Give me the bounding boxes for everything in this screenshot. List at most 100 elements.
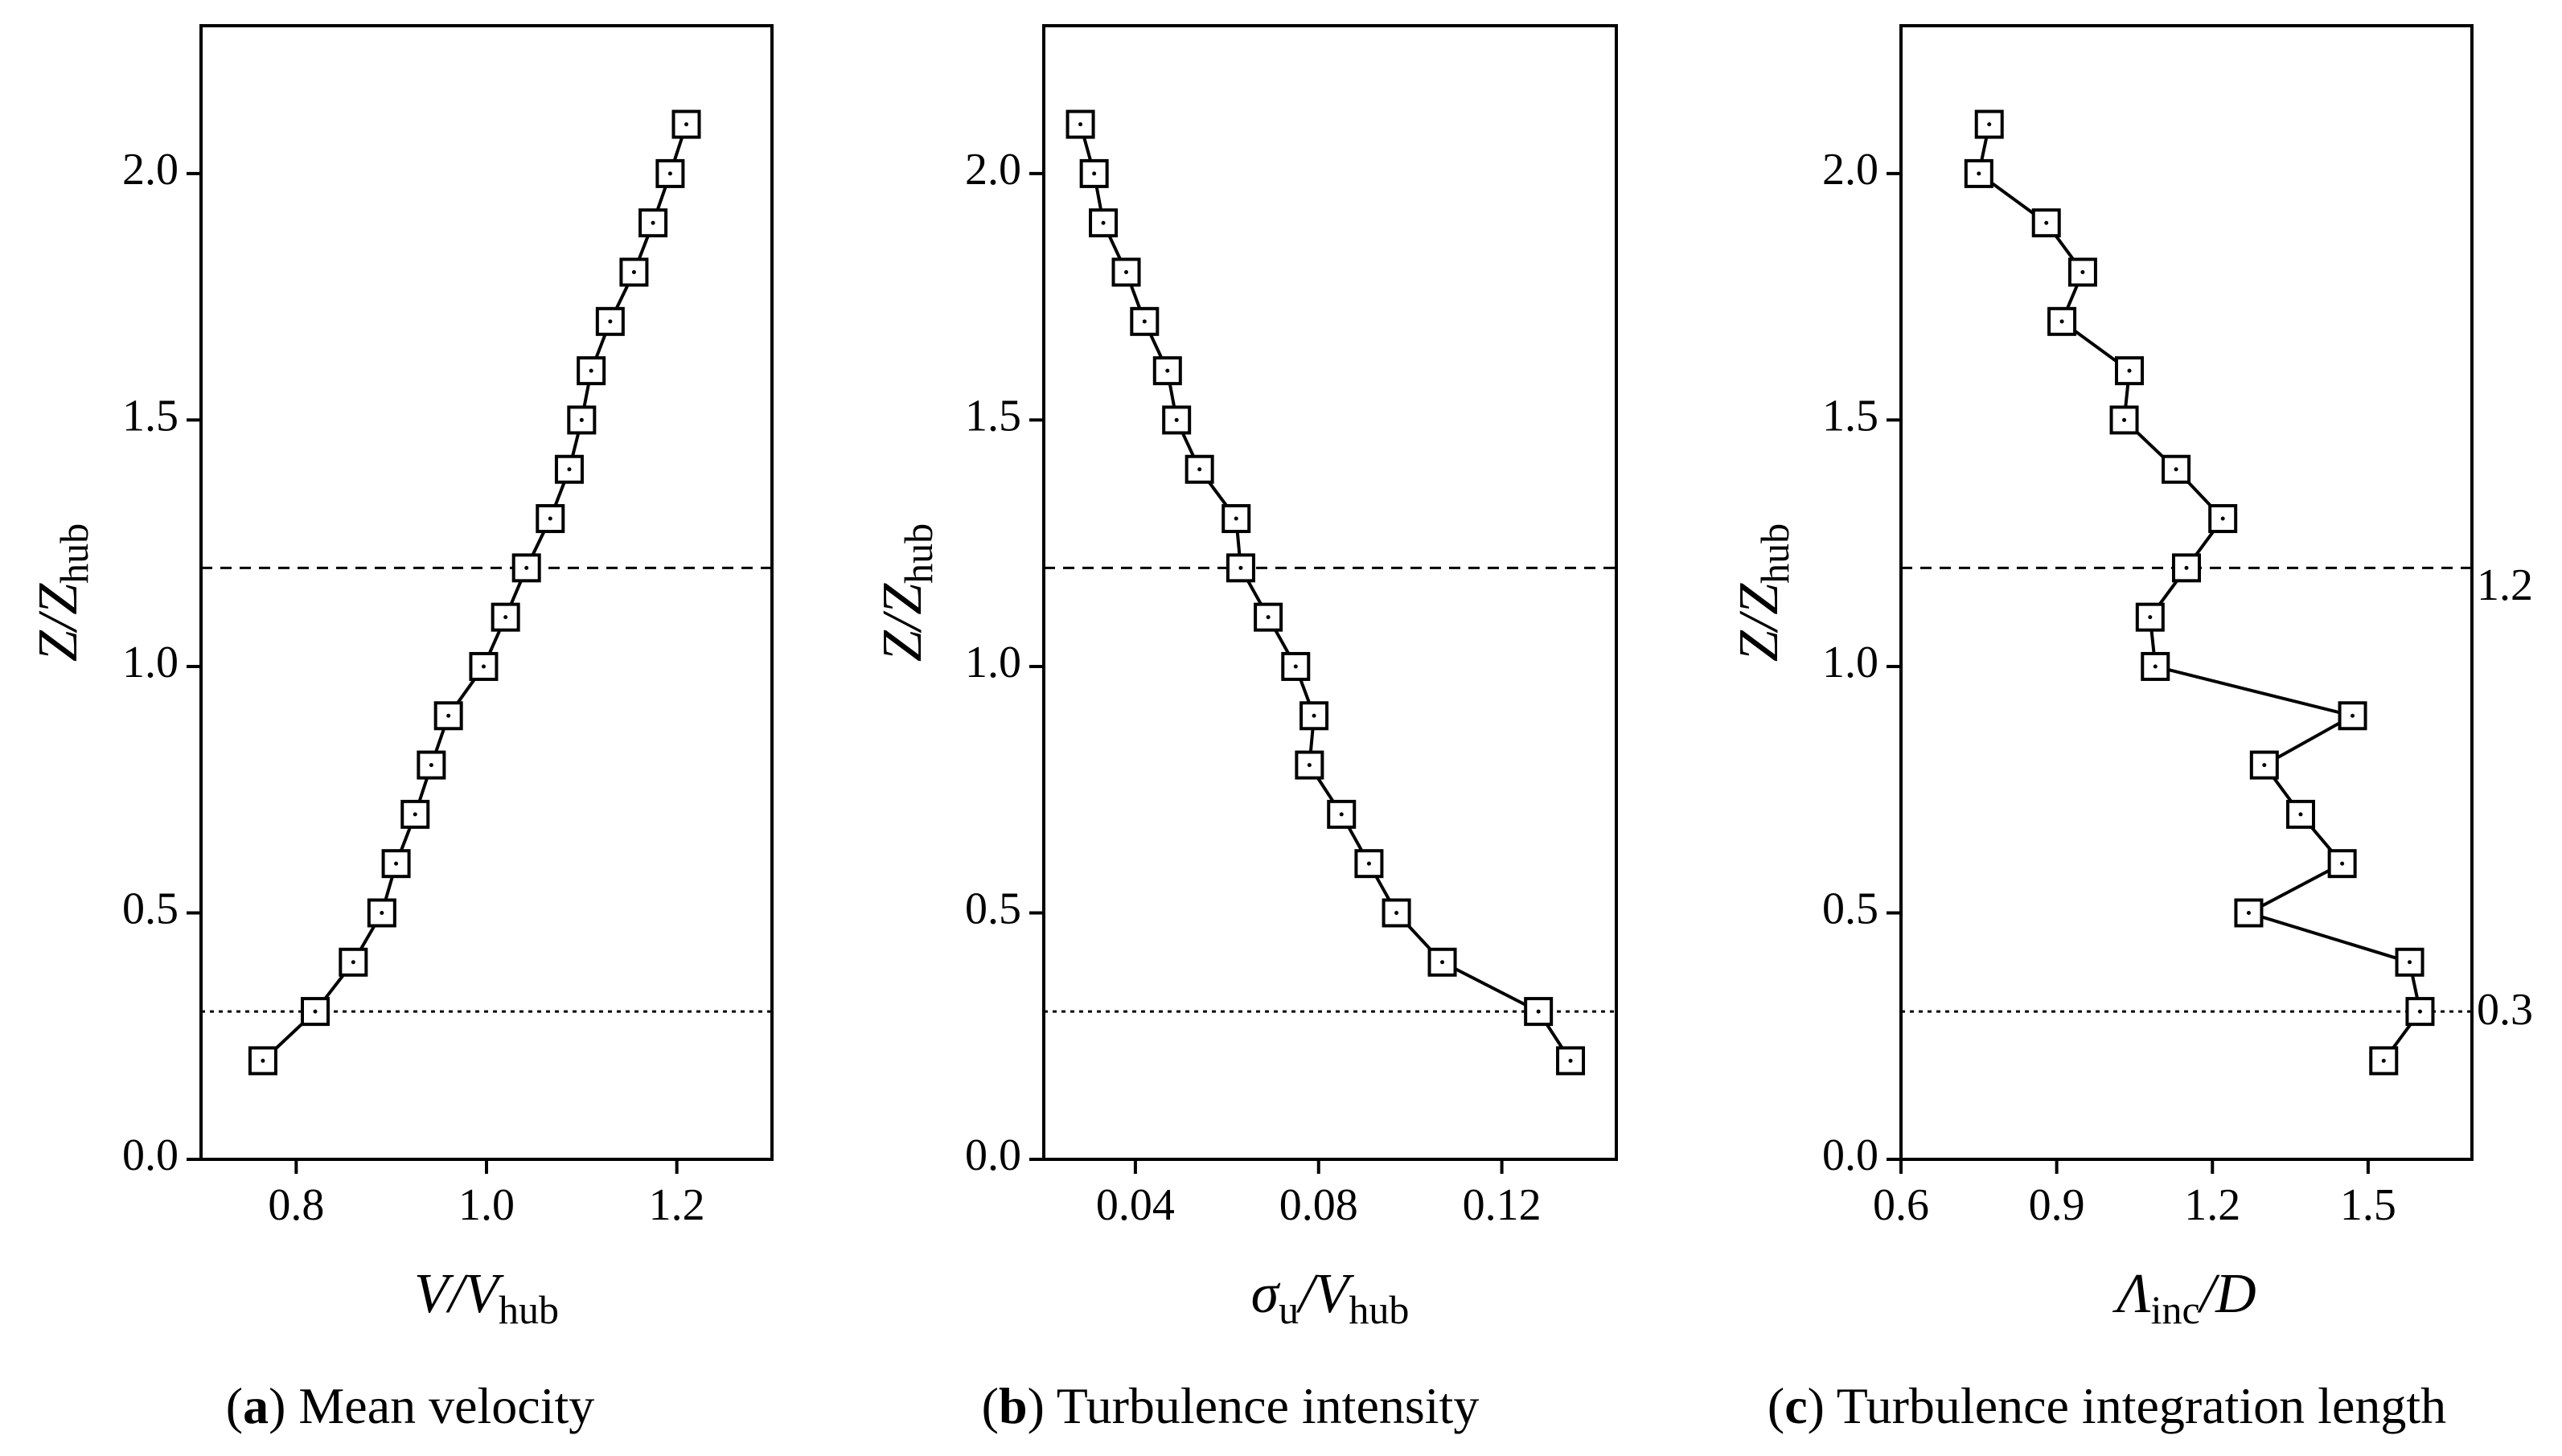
data-point-center	[651, 220, 655, 225]
y-tick-label: 1.0	[122, 638, 179, 687]
data-point-center	[2262, 763, 2267, 768]
data-point-center	[579, 417, 584, 422]
reference-label-0-3: 0.3	[2477, 985, 2533, 1035]
reference-lines	[201, 566, 772, 1013]
series-line	[1977, 124, 2422, 1062]
reference-lines	[1044, 566, 1616, 1013]
y-tick-label: 2.0	[122, 145, 179, 195]
data-point-center	[261, 1058, 265, 1063]
data-point-center	[589, 368, 593, 373]
y-tick-label: 0.0	[1822, 1130, 1878, 1180]
x-tick-label: 0.08	[1279, 1180, 1358, 1230]
data-point-center	[1977, 171, 1981, 176]
data-point-center	[1234, 516, 1238, 521]
y-tick-label: 2.0	[1822, 145, 1878, 195]
reference-label-1-2: 1.2	[2477, 560, 2533, 610]
data-point-center	[2417, 1009, 2422, 1014]
x-axis-label: Λinc/D	[2112, 1263, 2256, 1332]
data-point-center	[1092, 171, 1097, 176]
data-point-center	[1142, 319, 1147, 324]
data-point-center	[2153, 664, 2158, 669]
y-tick-label: 1.0	[965, 638, 1021, 687]
data-point-center	[2351, 713, 2355, 718]
data-point-center	[1266, 615, 1271, 620]
y-tick-label: 0.0	[122, 1130, 179, 1180]
data-point-center	[1238, 565, 1243, 570]
y-tick-label: 0.5	[1822, 884, 1878, 933]
plot-frame	[199, 24, 774, 1161]
data-point-center	[1293, 664, 1298, 669]
x-tick-label: 1.0	[458, 1180, 515, 1230]
data-point-marker	[2286, 799, 2315, 829]
data-point-marker	[595, 306, 625, 336]
tick-marks: 0.8 1.0 1.2 0.0 0.5 1.0 1.5 2.0	[122, 145, 705, 1230]
data-point-center	[481, 664, 486, 669]
data-point-center	[1312, 713, 1316, 718]
x-axis-label: σu/Vhub	[1251, 1263, 1410, 1332]
data-point-center	[1394, 910, 1399, 915]
data-point-center	[2184, 565, 2189, 570]
y-tick-label: 2.0	[965, 145, 1021, 195]
data-point-center	[631, 270, 636, 275]
reference-lines	[1901, 566, 2472, 1013]
data-series	[1964, 109, 2435, 1076]
y-tick-label: 1.5	[122, 391, 179, 441]
data-point-center	[351, 960, 355, 965]
data-point-center	[1165, 368, 1170, 373]
data-point-center	[1101, 220, 1106, 225]
data-series	[1065, 109, 1586, 1076]
tick-marks: 0.6 0.9 1.2 1.5 0.0 0.5 1.0 1.5 2.0	[1822, 145, 2396, 1230]
data-point-center	[2148, 615, 2153, 620]
data-series	[248, 109, 701, 1076]
y-tick-label: 1.0	[1822, 638, 1878, 687]
panel-mean-velocity: 0.8 1.0 1.2 0.0 0.5 1.0 1.5 2.0 Z/Zhub V/Vhub (…	[27, 24, 774, 1434]
data-point-center	[394, 861, 399, 866]
data-point-center	[446, 713, 451, 718]
data-point-center	[684, 122, 688, 127]
data-point-center	[1174, 417, 1179, 422]
x-tick-label: 0.9	[2029, 1180, 2085, 1230]
data-point-center	[413, 812, 417, 817]
data-point-center	[548, 516, 552, 521]
data-point-center	[1440, 960, 1445, 965]
plot-frame	[1899, 24, 2474, 1161]
y-tick-label: 0.5	[965, 884, 1021, 933]
y-tick-label: 0.5	[122, 884, 179, 933]
x-axis-label: V/Vhub	[414, 1263, 559, 1332]
y-tick-label: 0.0	[965, 1130, 1021, 1180]
panel-turbulence-intensity: 0.04 0.08 0.12 0.0 0.5 1.0 1.5 2.0 Z/Zhub σu/Vh…	[872, 24, 1618, 1434]
panel-caption: (a) Mean velocity	[226, 1377, 595, 1434]
data-point-center	[2122, 417, 2127, 422]
data-point-center	[608, 319, 613, 324]
panel-caption: (b) Turbulence intensity	[982, 1377, 1480, 1434]
x-tick-label: 1.5	[2340, 1180, 2396, 1230]
y-axis-label: Z/Zhub	[27, 523, 96, 662]
data-point-center	[2080, 270, 2085, 275]
data-point-marker	[2109, 405, 2139, 435]
data-point-center	[1339, 812, 1344, 817]
data-point-center	[2059, 319, 2064, 324]
data-point-center	[2381, 1058, 2386, 1063]
y-tick-label: 1.5	[965, 391, 1021, 441]
x-tick-label: 0.6	[1873, 1180, 1929, 1230]
data-point-center	[1536, 1009, 1541, 1014]
tick-marks: 0.04 0.08 0.12 0.0 0.5 1.0 1.5 2.0	[965, 145, 1542, 1230]
x-tick-label: 0.04	[1096, 1180, 1175, 1230]
data-point-center	[2340, 861, 2345, 866]
data-point-center	[667, 171, 672, 176]
data-point-center	[2174, 467, 2178, 472]
data-point-marker	[1382, 898, 1411, 928]
plot-frame	[1042, 24, 1618, 1161]
data-point-center	[1078, 122, 1083, 127]
x-tick-label: 0.8	[268, 1180, 324, 1230]
data-point-center	[1307, 763, 1312, 768]
data-point-center	[2298, 812, 2303, 817]
data-point-center	[1366, 861, 1371, 866]
x-tick-label: 1.2	[649, 1180, 705, 1230]
data-point-center	[2127, 368, 2132, 373]
data-point-center	[1568, 1058, 1573, 1063]
data-point-center	[524, 565, 529, 570]
data-point-marker	[469, 651, 499, 681]
panel-caption: (c) Turbulence integration length	[1768, 1377, 2446, 1434]
